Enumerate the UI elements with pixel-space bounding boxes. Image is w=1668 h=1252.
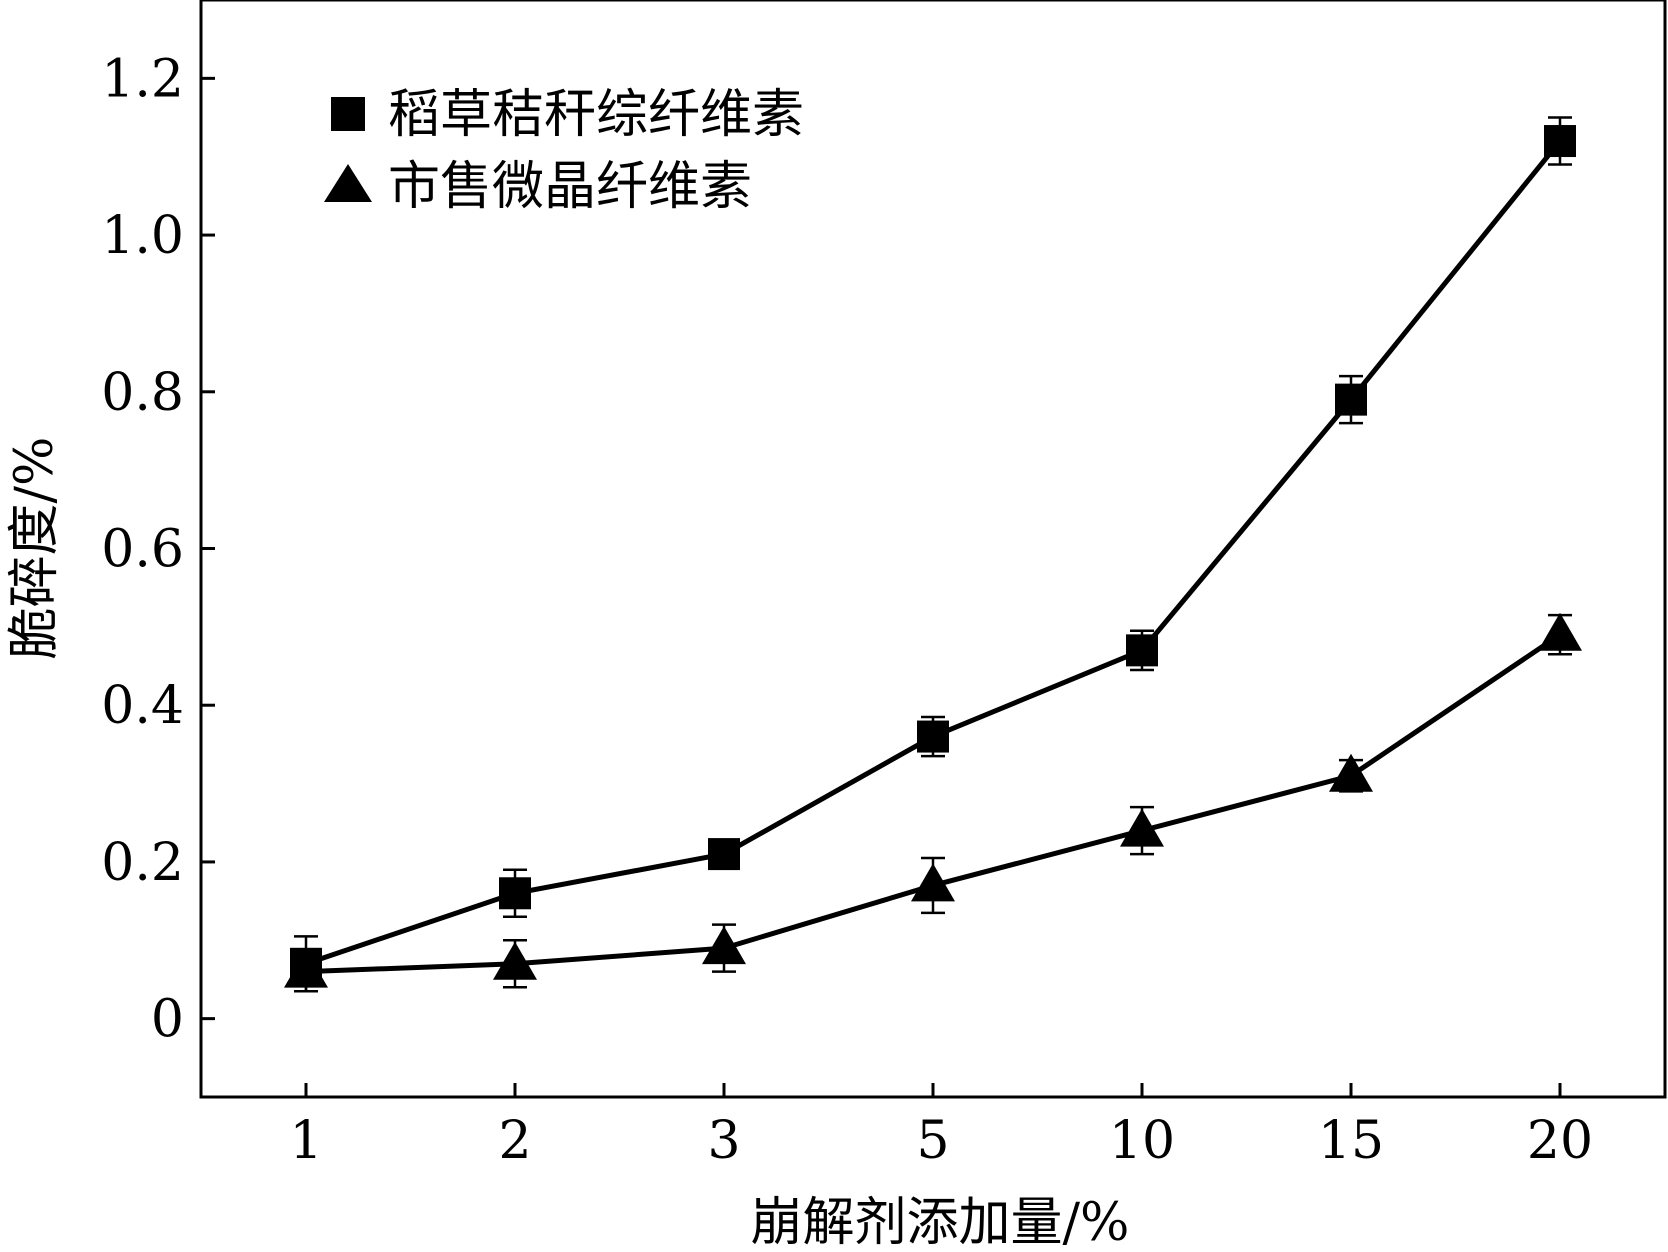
data-point-square [708,838,740,871]
x-tick-label: 1 [289,1111,322,1171]
data-point-square [1126,634,1158,667]
y-tick-label: 0.4 [101,676,184,736]
legend-marker-triangle [324,164,372,202]
y-tick-label: 0 [151,990,184,1050]
x-axis: 1 2 3 5 10 15 20 [289,1083,1593,1171]
x-tick-label: 10 [1109,1111,1175,1171]
x-axis-label: 崩解剂添加量/% [751,1193,1130,1252]
legend-marker-square [331,97,365,131]
data-point-triangle [284,949,328,988]
data-point-square [1335,383,1367,416]
y-axis-label: 脆碎度/% [5,437,65,660]
data-point-triangle [1120,808,1164,847]
data-point-triangle [1538,612,1582,651]
x-tick-label: 2 [498,1111,531,1171]
series-line [305,632,1562,975]
series-line [305,139,1562,967]
data-point-square [917,720,949,753]
data-point-triangle [1329,753,1373,792]
legend-label: 市售微晶纤维素 [388,157,752,217]
x-tick-label: 5 [916,1111,949,1171]
x-tick-label: 3 [707,1111,740,1171]
data-point-triangle [493,941,537,980]
y-tick-label: 0.6 [101,520,184,580]
y-tick-label: 0.8 [101,363,184,423]
data-point-triangle [911,863,955,902]
data-point-square [1544,125,1576,158]
legend-label: 稻草秸秆综纤维素 [388,85,804,145]
y-tick-label: 1.2 [101,49,184,109]
plot-area [284,116,1582,993]
x-tick-label: 20 [1527,1111,1593,1171]
y-axis: 0 0.2 0.4 0.6 0.8 1.0 1.2 [101,49,215,1050]
data-point-triangle [702,926,746,965]
data-point-square [499,877,531,910]
y-tick-label: 1.0 [101,206,184,266]
x-tick-label: 15 [1318,1111,1384,1171]
y-tick-label: 0.2 [101,833,184,893]
